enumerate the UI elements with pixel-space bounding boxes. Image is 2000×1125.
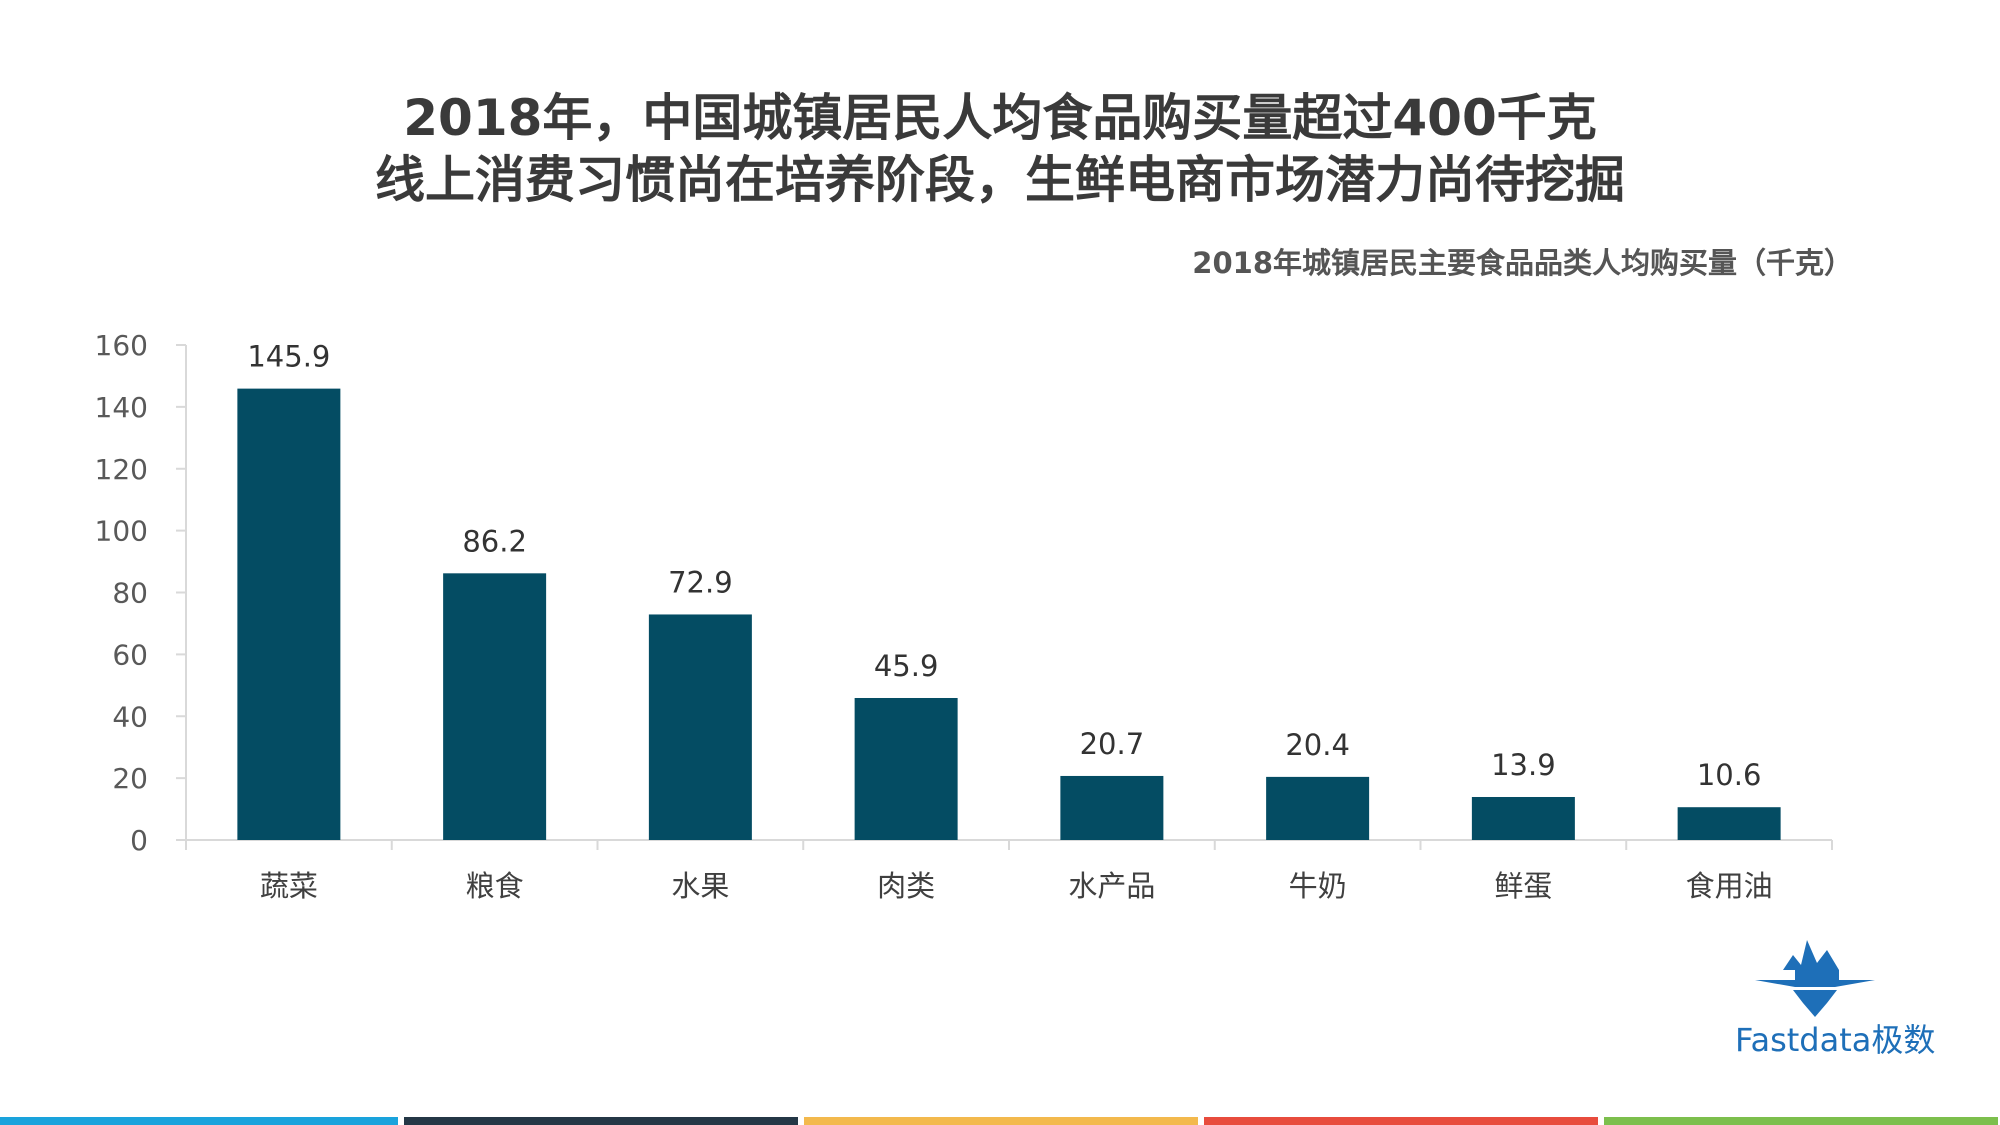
data-label: 145.9 [247,340,330,374]
y-tick-label: 100 [95,515,148,548]
brand-name: Fastdata极数 [1735,1021,1936,1059]
x-tick-label: 蔬菜 [260,869,318,903]
data-label: 45.9 [874,649,939,683]
headline-line-1: 2018年，中国城镇居民人均食品购买量超过400千克 [403,89,1597,147]
headline-line-2: 线上消费习惯尚在培养阶段，生鲜电商市场潜力尚待挖掘 [375,151,1625,209]
bar-5 [1060,775,1164,840]
data-label: 20.4 [1285,728,1350,762]
x-tick-label: 水产品 [1068,869,1155,903]
chart-title: 2018年城镇居民主要食品品类人均购买量（千克） [1192,246,1853,280]
data-label: 10.6 [1697,758,1762,792]
x-tick-label: 水果 [671,869,729,903]
footer-stripe [804,1117,1198,1125]
y-tick-label: 120 [95,453,148,486]
y-tick-label: 160 [95,329,148,362]
y-tick-label: 40 [112,700,148,733]
footer-stripe [0,1117,398,1125]
data-label: 20.7 [1080,727,1145,761]
x-tick-label: 肉类 [877,869,935,903]
bar-6 [1266,776,1370,840]
y-tick-label: 80 [112,577,148,610]
bar-7 [1471,796,1575,840]
data-label: 72.9 [668,565,733,599]
footer-stripe [1604,1117,1998,1125]
bar-2 [443,573,547,840]
data-label: 86.2 [462,524,527,558]
footer-stripe [1204,1117,1598,1125]
x-tick-label: 鲜蛋 [1494,869,1552,903]
bar-4 [854,697,958,840]
x-tick-label: 牛奶 [1289,869,1347,903]
y-tick-label: 0 [130,824,148,857]
bar-8 [1677,807,1781,840]
y-tick-label: 140 [95,391,148,424]
bar-3 [648,614,752,840]
bar-1 [237,388,341,840]
x-tick-label: 食用油 [1686,869,1773,903]
data-label: 13.9 [1491,748,1556,782]
x-tick-label: 粮食 [466,869,524,903]
y-tick-label: 60 [112,638,148,671]
y-tick-label: 20 [112,762,148,795]
footer-stripe [404,1117,798,1125]
fastdata-logo-icon [1755,940,1875,1017]
